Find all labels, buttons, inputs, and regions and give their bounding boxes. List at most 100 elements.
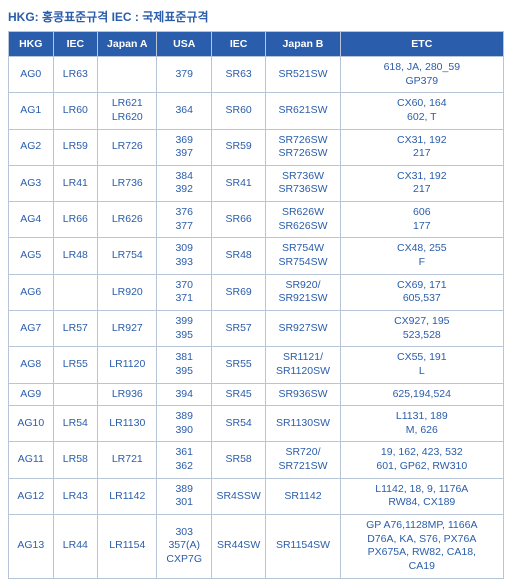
table-cell: LR621LR620 xyxy=(98,93,157,129)
table-cell: LR57 xyxy=(53,310,98,346)
table-row: AG5LR48LR754309393SR48SR754WSR754SWCX48,… xyxy=(9,238,504,274)
table-cell: SR59 xyxy=(211,129,265,165)
table-cell: SR69 xyxy=(211,274,265,310)
table-cell: SR1130SW xyxy=(266,406,340,442)
table-cell: LR1120 xyxy=(98,347,157,383)
table-cell: 618, JA, 280_59GP379 xyxy=(340,57,503,93)
table-cell: 364 xyxy=(157,93,211,129)
table-cell: LR726 xyxy=(98,129,157,165)
table-cell: SR54 xyxy=(211,406,265,442)
table-cell: 389301 xyxy=(157,478,211,514)
table-cell: LR626 xyxy=(98,202,157,238)
table-cell: SR736WSR736SW xyxy=(266,165,340,201)
table-cell: AG9 xyxy=(9,383,54,406)
table-row: AG7LR57LR927399395SR57SR927SWCX927, 1955… xyxy=(9,310,504,346)
table-cell: AG8 xyxy=(9,347,54,383)
table-cell: SR720/SR721SW xyxy=(266,442,340,478)
table-row: AG3LR41LR736384392SR41SR736WSR736SWCX31,… xyxy=(9,165,504,201)
table-cell: LR41 xyxy=(53,165,98,201)
table-cell: LR1130 xyxy=(98,406,157,442)
table-cell: LR54 xyxy=(53,406,98,442)
table-cell: SR66 xyxy=(211,202,265,238)
table-cell: 389390 xyxy=(157,406,211,442)
table-cell: LR44 xyxy=(53,515,98,579)
table-row: AG9LR936394SR45SR936SW625,194,524 xyxy=(9,383,504,406)
table-cell: LR721 xyxy=(98,442,157,478)
table-row: AG0LR63379SR63SR521SW618, JA, 280_59GP37… xyxy=(9,57,504,93)
table-cell: SR920/SR921SW xyxy=(266,274,340,310)
table-cell: LR927 xyxy=(98,310,157,346)
table-cell: 369397 xyxy=(157,129,211,165)
table-cell: 361362 xyxy=(157,442,211,478)
table-cell: AG12 xyxy=(9,478,54,514)
table-cell xyxy=(53,274,98,310)
table-cell: SR55 xyxy=(211,347,265,383)
table-row: AG4LR66LR626376377SR66SR626WSR626SW60617… xyxy=(9,202,504,238)
table-cell: AG1 xyxy=(9,93,54,129)
table-cell xyxy=(98,57,157,93)
table-cell: 394 xyxy=(157,383,211,406)
table-cell: SR48 xyxy=(211,238,265,274)
table-cell: L1142, 18, 9, 1176ARW84, CX189 xyxy=(340,478,503,514)
table-cell: SR41 xyxy=(211,165,265,201)
table-cell: AG6 xyxy=(9,274,54,310)
table-cell xyxy=(53,383,98,406)
table-cell: 309393 xyxy=(157,238,211,274)
table-cell: AG5 xyxy=(9,238,54,274)
table-cell: CX31, 192217 xyxy=(340,129,503,165)
page-title: HKG: 홍콩표준규격 IEC : 국제표준규격 xyxy=(8,8,504,25)
table-cell: SR58 xyxy=(211,442,265,478)
table-cell: 19, 162, 423, 532601, GP62, RW310 xyxy=(340,442,503,478)
table-cell: CX927, 195523,528 xyxy=(340,310,503,346)
col-header: IEC xyxy=(53,32,98,57)
table-cell: CX31, 192217 xyxy=(340,165,503,201)
table-cell: LR48 xyxy=(53,238,98,274)
table-cell: SR1142 xyxy=(266,478,340,514)
table-cell: 370371 xyxy=(157,274,211,310)
table-cell: CX48, 255F xyxy=(340,238,503,274)
table-cell: SR1121/SR1120SW xyxy=(266,347,340,383)
col-header: Japan A xyxy=(98,32,157,57)
table-cell: LR754 xyxy=(98,238,157,274)
table-cell: 399395 xyxy=(157,310,211,346)
table-cell: 379 xyxy=(157,57,211,93)
table-cell: LR60 xyxy=(53,93,98,129)
table-cell: AG10 xyxy=(9,406,54,442)
table-cell: AG0 xyxy=(9,57,54,93)
table-cell: LR1142 xyxy=(98,478,157,514)
table-cell: LR59 xyxy=(53,129,98,165)
table-row: AG6 LR920370371SR69SR920/SR921SWCX69, 171… xyxy=(9,274,504,310)
table-cell: SR927SW xyxy=(266,310,340,346)
table-cell: CX69, 171605,537 xyxy=(340,274,503,310)
table-cell: AG11 xyxy=(9,442,54,478)
table-cell: SR521SW xyxy=(266,57,340,93)
table-row: AG1LR60LR621LR620364SR60SR621SWCX60, 164… xyxy=(9,93,504,129)
table-cell: SR936SW xyxy=(266,383,340,406)
table-row: AG11LR58LR721361362SR58SR720/SR721SW19, … xyxy=(9,442,504,478)
table-cell: LR58 xyxy=(53,442,98,478)
table-cell: 606177 xyxy=(340,202,503,238)
table-cell: SR4SSW xyxy=(211,478,265,514)
col-header: IEC xyxy=(211,32,265,57)
col-header: USA xyxy=(157,32,211,57)
table-cell: GP A76,1128MP, 1166AD76A, KA, S76, PX76A… xyxy=(340,515,503,579)
col-header: HKG xyxy=(9,32,54,57)
table-cell: 384392 xyxy=(157,165,211,201)
table-cell: SR726SWSR726SW xyxy=(266,129,340,165)
table-cell: LR55 xyxy=(53,347,98,383)
table-cell: L1131, 189M, 626 xyxy=(340,406,503,442)
table-cell: 625,194,524 xyxy=(340,383,503,406)
table-cell: LR63 xyxy=(53,57,98,93)
table-cell: LR920 xyxy=(98,274,157,310)
table-cell: AG2 xyxy=(9,129,54,165)
table-cell: LR936 xyxy=(98,383,157,406)
table-cell: 381395 xyxy=(157,347,211,383)
table-cell: LR43 xyxy=(53,478,98,514)
table-cell: LR1154 xyxy=(98,515,157,579)
table-cell: SR57 xyxy=(211,310,265,346)
table-cell: AG13 xyxy=(9,515,54,579)
table-cell: AG7 xyxy=(9,310,54,346)
table-cell: LR736 xyxy=(98,165,157,201)
table-cell: LR66 xyxy=(53,202,98,238)
table-cell: SR754WSR754SW xyxy=(266,238,340,274)
